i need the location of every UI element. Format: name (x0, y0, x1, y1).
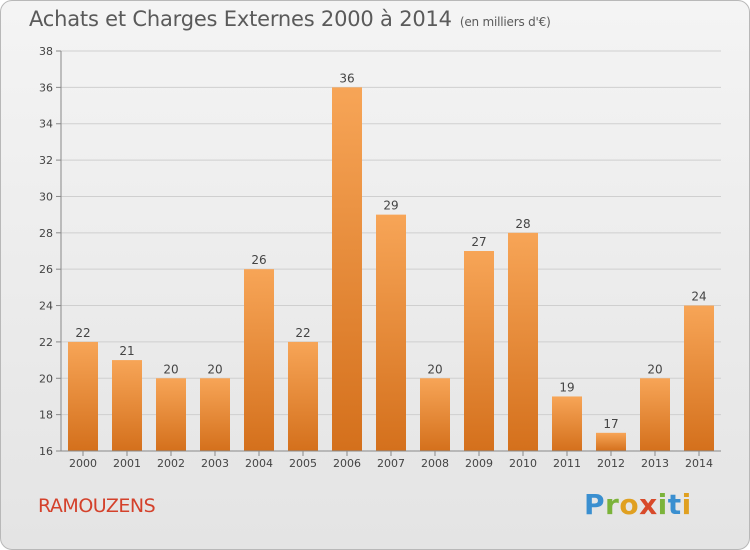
logo-letter: P (584, 488, 606, 521)
y-tick-label: 24 (39, 300, 53, 313)
x-tick-label: 2014 (685, 457, 713, 470)
data-label: 26 (251, 253, 266, 267)
bar (156, 378, 186, 451)
data-label: 36 (339, 71, 354, 85)
x-tick-label: 2002 (157, 457, 185, 470)
y-tick-label: 28 (39, 227, 53, 240)
logo-letter: r (605, 488, 620, 521)
bar (68, 341, 98, 451)
bars: 22 21 20 20 26 22 36 29 20 27 28 19 17 20 24 (68, 71, 714, 451)
x-tick-label: 2003 (201, 457, 229, 470)
y-tick-label: 18 (39, 409, 53, 422)
data-label: 20 (647, 362, 662, 376)
bar (420, 378, 450, 451)
x-tick-label: 2010 (509, 457, 537, 470)
logo-letter: t (667, 488, 682, 521)
x-tick-label: 2008 (421, 457, 449, 470)
data-label: 29 (383, 199, 398, 213)
data-label: 20 (207, 362, 222, 376)
x-tick-label: 2005 (289, 457, 317, 470)
y-tick-label: 34 (39, 118, 53, 131)
logo-letter: x (639, 488, 658, 521)
bar (376, 214, 406, 451)
data-label: 22 (75, 326, 90, 340)
y-tick-label: 38 (39, 45, 53, 58)
data-label: 20 (163, 362, 178, 376)
x-tick-label: 2011 (553, 457, 581, 470)
data-label: 28 (515, 217, 530, 231)
y-tick-label: 26 (39, 263, 53, 276)
x-tick-label: 2007 (377, 457, 405, 470)
x-tick-label: 2012 (597, 457, 625, 470)
x-tick-label: 2004 (245, 457, 273, 470)
bar (332, 87, 362, 451)
bar (508, 232, 538, 451)
bar (684, 305, 714, 451)
chart-title-text: Achats et Charges Externes 2000 à 2014 (29, 7, 452, 31)
data-label: 17 (603, 417, 618, 431)
data-label: 20 (427, 362, 442, 376)
x-tick-label: 2013 (641, 457, 669, 470)
data-label: 24 (691, 290, 706, 304)
bar (288, 341, 318, 451)
data-label: 27 (471, 235, 486, 249)
x-tick-label: 2006 (333, 457, 361, 470)
logo-letter: i (681, 488, 692, 521)
logo-letter: o (619, 488, 640, 521)
y-tick-label: 32 (39, 154, 53, 167)
y-tick-label: 36 (39, 81, 53, 94)
y-tick-label: 22 (39, 336, 53, 349)
data-label: 22 (295, 326, 310, 340)
x-tick-label: 2009 (465, 457, 493, 470)
x-tick-label: 2001 (113, 457, 141, 470)
x-tick-label: 2000 (69, 457, 97, 470)
bar (552, 396, 582, 451)
bar (464, 251, 494, 451)
bar (112, 360, 142, 451)
bar (640, 378, 670, 451)
axes: 16 18 20 22 24 26 28 30 32 34 36 38 2000 2001 2002 2003… (39, 45, 721, 470)
chart-subtitle: (en milliers d'€) (459, 15, 551, 29)
place-name: RAMOUZENS (38, 495, 156, 517)
proxiti-logo[interactable]: Proxiti (584, 488, 692, 521)
y-tick-label: 20 (39, 372, 53, 385)
chart-title: Achats et Charges Externes 2000 à 2014 (e… (29, 7, 551, 31)
data-label: 19 (559, 380, 574, 394)
y-tick-label: 30 (39, 190, 53, 203)
y-tick-label: 16 (39, 445, 53, 458)
bar (596, 432, 626, 451)
bar (200, 378, 230, 451)
bar (244, 269, 274, 451)
logo-letter: i (657, 488, 668, 521)
data-label: 21 (119, 344, 134, 358)
